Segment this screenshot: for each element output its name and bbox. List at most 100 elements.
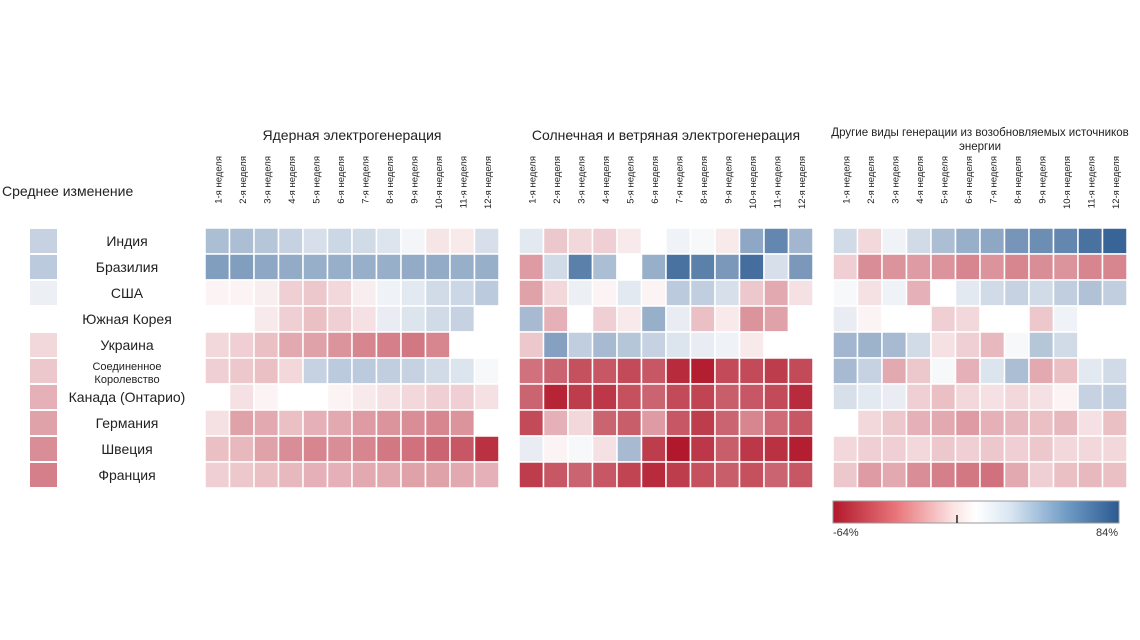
heatmap-cell bbox=[375, 383, 402, 411]
heatmap-cell bbox=[591, 461, 618, 489]
heatmap-cell bbox=[302, 383, 329, 411]
week-tick-label: 5-я неделя bbox=[625, 156, 636, 204]
heatmap-cell bbox=[763, 331, 790, 359]
heatmap-cell bbox=[665, 383, 692, 411]
average-change-swatch bbox=[30, 229, 57, 253]
heatmap-cell bbox=[1028, 383, 1055, 411]
heatmap-cell bbox=[518, 461, 545, 489]
heatmap-cell bbox=[326, 279, 353, 307]
heatmap-cell bbox=[738, 461, 765, 489]
heatmap-cell bbox=[591, 383, 618, 411]
heatmap-cell bbox=[665, 357, 692, 385]
heatmap-cell bbox=[424, 305, 451, 333]
heatmap-cell bbox=[714, 357, 741, 385]
week-tick-label: 2-я неделя bbox=[866, 156, 877, 204]
heatmap-cell bbox=[253, 305, 280, 333]
heatmap-cell bbox=[738, 357, 765, 385]
heatmap-cell bbox=[375, 279, 402, 307]
heatmap-cell bbox=[930, 435, 957, 463]
week-tick-label: 10-я неделя bbox=[748, 156, 759, 209]
heatmap-cell bbox=[204, 227, 231, 255]
week-tick-label: 3-я неделя bbox=[890, 156, 901, 204]
heatmap-cell bbox=[763, 253, 790, 281]
heatmap-cell bbox=[518, 357, 545, 385]
heatmap-cell bbox=[1028, 357, 1055, 385]
heatmap-cell bbox=[473, 253, 500, 281]
heatmap-cell bbox=[930, 383, 957, 411]
heatmap-cell bbox=[979, 305, 1006, 333]
heatmap-cell bbox=[738, 279, 765, 307]
color-scale-min-label: -64% bbox=[833, 527, 859, 539]
week-tick-label: 6-я неделя bbox=[336, 156, 347, 204]
heatmap-cell bbox=[567, 383, 594, 411]
heatmap-cell bbox=[930, 331, 957, 359]
week-tick-label: 5-я неделя bbox=[939, 156, 950, 204]
heatmap-cell bbox=[1003, 409, 1030, 437]
heatmap-cell bbox=[738, 331, 765, 359]
heatmap-cell bbox=[449, 357, 476, 385]
heatmap-cell bbox=[351, 227, 378, 255]
heatmap-cell bbox=[424, 279, 451, 307]
heatmap-cell bbox=[542, 357, 569, 385]
heatmap-cell bbox=[616, 461, 643, 489]
heatmap-cell bbox=[738, 383, 765, 411]
heatmap-cell bbox=[351, 383, 378, 411]
heatmap-cell bbox=[787, 461, 814, 489]
heatmap-cell bbox=[375, 227, 402, 255]
heatmap-cell bbox=[1003, 305, 1030, 333]
heatmap-cell bbox=[1052, 279, 1079, 307]
heatmap-cell bbox=[277, 383, 304, 411]
average-change-swatch bbox=[30, 281, 57, 305]
heatmap-cell bbox=[1028, 279, 1055, 307]
heatmap-cell bbox=[954, 253, 981, 281]
heatmap-cell bbox=[253, 461, 280, 489]
heatmap-cell bbox=[616, 357, 643, 385]
week-tick-label: 12-я неделя bbox=[483, 156, 494, 209]
week-tick-label: 7-я неделя bbox=[988, 156, 999, 204]
heatmap-cell bbox=[351, 253, 378, 281]
heatmap-cell bbox=[1052, 305, 1079, 333]
heatmap-cell bbox=[1101, 383, 1128, 411]
heatmap-cell bbox=[253, 331, 280, 359]
heatmap-cell bbox=[714, 383, 741, 411]
heatmap-cell bbox=[302, 357, 329, 385]
heatmap-cell bbox=[979, 357, 1006, 385]
heatmap-cell bbox=[1077, 253, 1104, 281]
heatmap-cell bbox=[449, 253, 476, 281]
heatmap-cell bbox=[591, 227, 618, 255]
week-tick-label: 8-я неделя bbox=[1013, 156, 1024, 204]
heatmap-cell bbox=[253, 435, 280, 463]
heatmap-cell bbox=[449, 409, 476, 437]
heatmap-cell bbox=[665, 461, 692, 489]
heatmap-cell bbox=[1101, 357, 1128, 385]
heatmap-cell bbox=[930, 305, 957, 333]
heatmap-cell bbox=[302, 461, 329, 489]
average-change-swatch bbox=[30, 437, 57, 461]
heatmap-cell bbox=[1052, 227, 1079, 255]
heatmap-cell bbox=[881, 253, 908, 281]
heatmap-cell bbox=[832, 279, 859, 307]
heatmap-cell bbox=[1003, 461, 1030, 489]
heatmap-cell bbox=[714, 279, 741, 307]
row-label: Южная Корея bbox=[82, 311, 172, 327]
heatmap-cell bbox=[253, 227, 280, 255]
heatmap-cell bbox=[400, 279, 427, 307]
average-change-swatch bbox=[30, 411, 57, 435]
heatmap-cell bbox=[204, 253, 231, 281]
heatmap-cell bbox=[640, 461, 667, 489]
heatmap-cell bbox=[1101, 227, 1128, 255]
row-label: Бразилия bbox=[96, 259, 158, 275]
heatmap-cell bbox=[351, 435, 378, 463]
heatmap-cell bbox=[1003, 227, 1030, 255]
heatmap-cell bbox=[375, 253, 402, 281]
heatmap-cell bbox=[954, 357, 981, 385]
heatmap-cell bbox=[1028, 331, 1055, 359]
week-tick-label: 11-я неделя bbox=[458, 156, 469, 208]
heatmap-cell bbox=[954, 305, 981, 333]
heatmap-cell bbox=[787, 435, 814, 463]
heatmap-cell bbox=[591, 331, 618, 359]
heatmap-cell bbox=[277, 409, 304, 437]
heatmap-cell bbox=[326, 357, 353, 385]
heatmap-cell bbox=[881, 461, 908, 489]
